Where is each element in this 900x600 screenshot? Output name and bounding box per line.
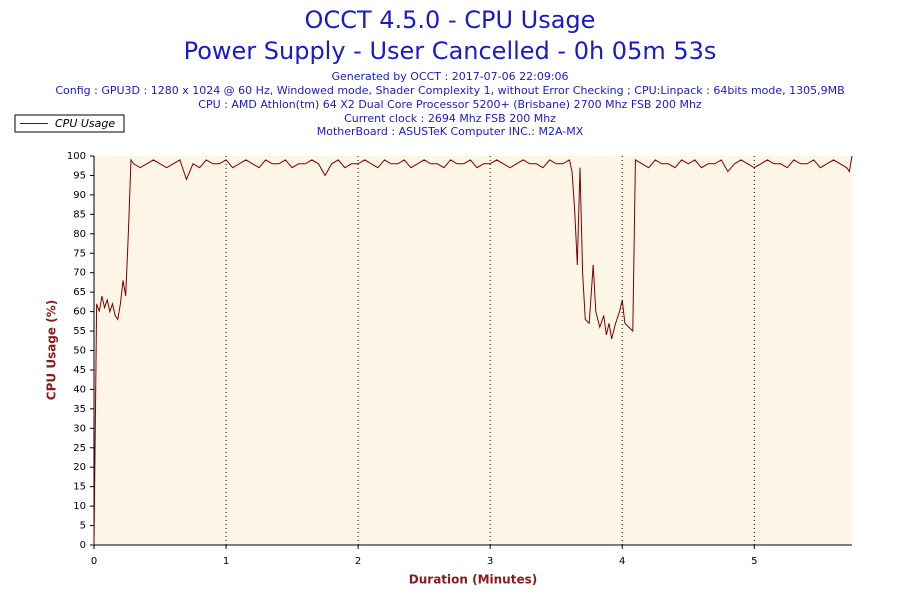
y-tick-label: 60 bbox=[73, 307, 86, 318]
y-tick-label: 95 bbox=[73, 170, 86, 181]
y-axis-label: CPU Usage (%) bbox=[45, 300, 59, 400]
x-tick-label: 1 bbox=[223, 556, 229, 567]
y-tick-label: 65 bbox=[73, 287, 86, 298]
y-tick-label: 40 bbox=[73, 384, 86, 395]
y-tick-label: 75 bbox=[73, 248, 86, 259]
x-tick-label: 4 bbox=[619, 556, 625, 567]
y-tick-label: 70 bbox=[73, 268, 86, 279]
y-tick-label: 20 bbox=[73, 462, 86, 473]
legend-label: CPU Usage bbox=[55, 117, 115, 130]
info-line: MotherBoard : ASUSTeK Computer INC.: M2A… bbox=[317, 125, 584, 138]
y-tick-label: 55 bbox=[73, 326, 86, 337]
y-tick-label: 35 bbox=[73, 404, 86, 415]
x-tick-label: 2 bbox=[355, 556, 361, 567]
x-axis-label: Duration (Minutes) bbox=[409, 573, 537, 587]
y-tick-label: 25 bbox=[73, 443, 86, 454]
legend bbox=[14, 114, 125, 133]
info-line: Config : GPU3D : 1280 x 1024 @ 60 Hz, Wi… bbox=[55, 84, 844, 97]
y-tick-label: 50 bbox=[73, 346, 86, 357]
info-line: Current clock : 2694 Mhz FSB 200 Mhz bbox=[344, 112, 556, 125]
chart-subtitle: Power Supply - User Cancelled - 0h 05m 5… bbox=[184, 37, 717, 65]
y-tick-label: 85 bbox=[73, 209, 86, 220]
y-tick-label: 45 bbox=[73, 365, 86, 376]
y-tick-label: 30 bbox=[73, 423, 86, 434]
chart-title: OCCT 4.5.0 - CPU Usage bbox=[305, 6, 596, 34]
y-tick-label: 100 bbox=[67, 151, 86, 162]
y-tick-label: 15 bbox=[73, 482, 86, 493]
info-line: CPU : AMD Athlon(tm) 64 X2 Dual Core Pro… bbox=[198, 98, 702, 111]
y-tick-label: 10 bbox=[73, 501, 86, 512]
plot-area bbox=[94, 156, 852, 545]
x-tick-label: 5 bbox=[751, 556, 757, 567]
x-tick-label: 3 bbox=[487, 556, 493, 567]
info-line: Generated by OCCT : 2017-07-06 22:09:06 bbox=[331, 70, 568, 83]
line-series bbox=[93, 155, 853, 546]
y-tick-label: 80 bbox=[73, 229, 86, 240]
y-tick-label: 90 bbox=[73, 190, 86, 201]
x-tick-label: 0 bbox=[91, 556, 97, 567]
y-tick-label: 5 bbox=[80, 521, 86, 532]
y-tick-label: 0 bbox=[80, 540, 86, 551]
